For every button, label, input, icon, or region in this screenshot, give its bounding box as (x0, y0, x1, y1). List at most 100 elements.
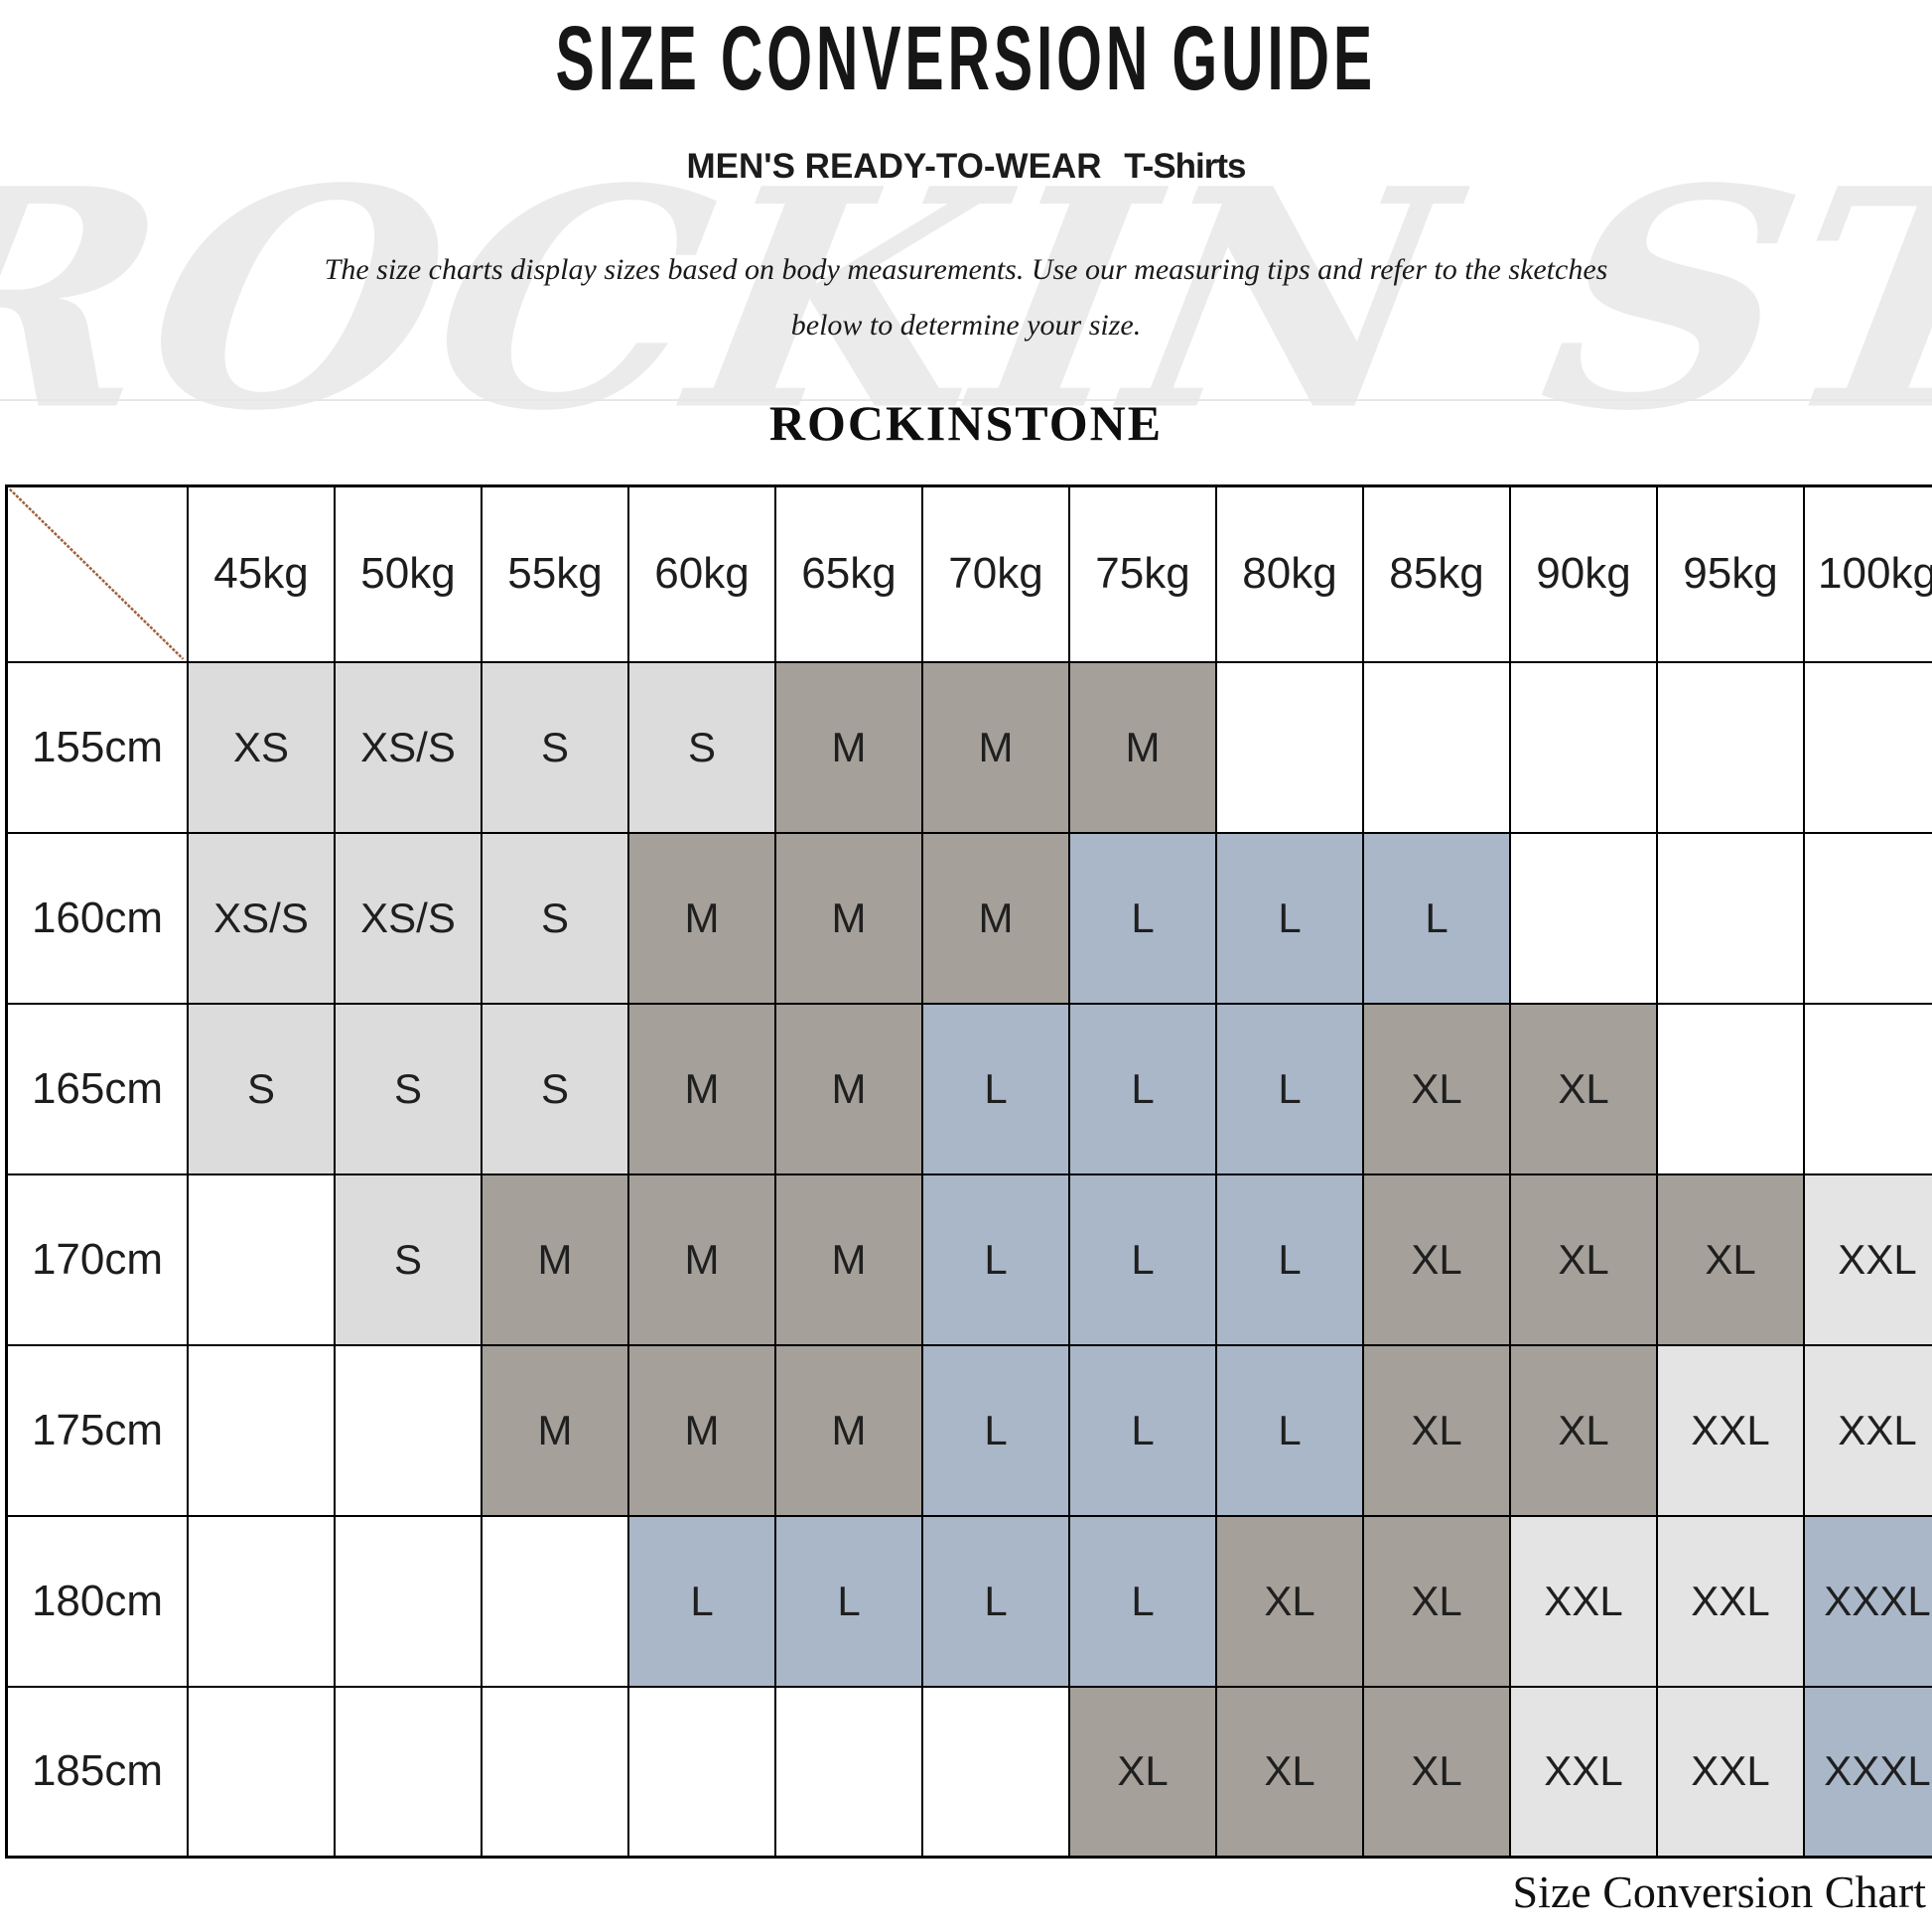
size-cell: XL (1509, 1343, 1658, 1517)
title-wrap: SIZE CONVERSION GUIDE (0, 13, 1932, 104)
divider-line (0, 399, 1932, 401)
size-cell: XL (1362, 1685, 1511, 1859)
height-row-header: 170cm (5, 1173, 189, 1346)
size-cell: XS/S (187, 831, 336, 1005)
weight-column-header: 85kg (1362, 484, 1511, 663)
weight-column-header: 45kg (187, 484, 336, 663)
empty-cell (1803, 660, 1932, 834)
table-row: 185cm XL XL XL XXL XXL XXXL (5, 1685, 1932, 1859)
size-cell: L (774, 1514, 923, 1688)
size-cell: XL (1509, 1002, 1658, 1175)
size-cell: XXL (1509, 1514, 1658, 1688)
weight-column-header: 75kg (1068, 484, 1217, 663)
size-cell: L (921, 1343, 1070, 1517)
empty-cell (187, 1685, 336, 1859)
size-cell: S (627, 660, 776, 834)
size-cell: XL (1656, 1173, 1805, 1346)
weight-column-header: 90kg (1509, 484, 1658, 663)
size-cell: XL (1215, 1685, 1364, 1859)
brand-name: ROCKINSTONE (768, 395, 1164, 451)
empty-cell (334, 1514, 483, 1688)
size-cell: XL (1509, 1173, 1658, 1346)
size-cell: S (481, 1002, 629, 1175)
table-row: 160cm XS/S XS/S S M M M L L L (5, 831, 1932, 1005)
size-cell: XXL (1803, 1343, 1932, 1517)
size-cell: XXL (1656, 1685, 1805, 1859)
size-cell: L (1362, 831, 1511, 1005)
empty-cell (1215, 660, 1364, 834)
empty-cell (481, 1514, 629, 1688)
empty-cell (627, 1685, 776, 1859)
chart-caption: Size Conversion Chart (1512, 1866, 1927, 1917)
empty-cell (334, 1343, 483, 1517)
size-cell: L (1215, 1343, 1364, 1517)
empty-cell (481, 1685, 629, 1859)
corner-diagonal-cell (5, 484, 189, 663)
height-row-header: 185cm (5, 1685, 189, 1859)
size-cell: XXXL (1803, 1685, 1932, 1859)
empty-cell (334, 1685, 483, 1859)
empty-cell (1656, 660, 1805, 834)
diagonal-line-icon (8, 487, 187, 661)
size-cell: S (187, 1002, 336, 1175)
empty-cell (1656, 831, 1805, 1005)
size-cell: S (481, 660, 629, 834)
size-cell: XS/S (334, 831, 483, 1005)
size-cell: M (627, 831, 776, 1005)
size-conversion-table: 45kg 50kg 55kg 60kg 65kg 70kg 75kg 80kg 85kg 90kg… (5, 484, 1932, 1859)
size-cell: XL (1362, 1514, 1511, 1688)
weight-column-header: 50kg (334, 484, 483, 663)
size-cell: XXL (1656, 1343, 1805, 1517)
weight-column-header: 70kg (921, 484, 1070, 663)
size-cell: XXXL (1803, 1514, 1932, 1688)
empty-cell (1362, 660, 1511, 834)
table-row: 155cm XS XS/S S S M M M (5, 660, 1932, 834)
table-row: 170cm S M M M L L L XL XL XL XXL (5, 1173, 1932, 1346)
subtitle: MEN'S READY-TO-WEAR T-Shirts (0, 147, 1932, 187)
size-cell: S (334, 1173, 483, 1346)
weight-column-header: 55kg (481, 484, 629, 663)
size-cell: XL (1362, 1002, 1511, 1175)
empty-cell (1803, 831, 1932, 1005)
size-cell: L (1068, 1343, 1217, 1517)
table-header-row: 45kg 50kg 55kg 60kg 65kg 70kg 75kg 80kg 85kg 90kg… (5, 484, 1932, 663)
size-cell: L (921, 1173, 1070, 1346)
empty-cell (187, 1173, 336, 1346)
size-cell: XXL (1509, 1685, 1658, 1859)
height-row-header: 175cm (5, 1343, 189, 1517)
weight-column-header: 95kg (1656, 484, 1805, 663)
height-row-header: 180cm (5, 1514, 189, 1688)
height-row-header: 165cm (5, 1002, 189, 1175)
size-cell: L (1068, 831, 1217, 1005)
weight-column-header: 65kg (774, 484, 923, 663)
height-row-header: 155cm (5, 660, 189, 834)
size-cell: L (921, 1514, 1070, 1688)
subtitle-category: MEN'S READY-TO-WEAR (686, 147, 1102, 186)
size-cell: XL (1362, 1173, 1511, 1346)
size-cell: M (774, 1002, 923, 1175)
empty-cell (1509, 831, 1658, 1005)
size-cell: L (627, 1514, 776, 1688)
empty-cell (1656, 1002, 1805, 1175)
table-row: 165cm S S S M M L L L XL XL (5, 1002, 1932, 1175)
size-cell: L (1068, 1514, 1217, 1688)
size-cell: XL (1068, 1685, 1217, 1859)
height-row-header: 160cm (5, 831, 189, 1005)
size-cell: L (1215, 1173, 1364, 1346)
size-cell: XS/S (334, 660, 483, 834)
size-cell: M (627, 1173, 776, 1346)
empty-cell (187, 1514, 336, 1688)
table-row: 180cm L L L L XL XL XXL XXL XXXL (5, 1514, 1932, 1688)
size-cell: L (1068, 1173, 1217, 1346)
size-cell: XS (187, 660, 336, 834)
empty-cell (774, 1685, 923, 1859)
size-cell: M (627, 1002, 776, 1175)
size-cell: M (627, 1343, 776, 1517)
size-cell: XL (1215, 1514, 1364, 1688)
size-cell: XXL (1656, 1514, 1805, 1688)
size-cell: XL (1362, 1343, 1511, 1517)
subtitle-product: T-Shirts (1124, 147, 1246, 186)
description-line-1: The size charts display sizes based on b… (324, 253, 1608, 286)
size-cell: S (334, 1002, 483, 1175)
empty-cell (1803, 1002, 1932, 1175)
